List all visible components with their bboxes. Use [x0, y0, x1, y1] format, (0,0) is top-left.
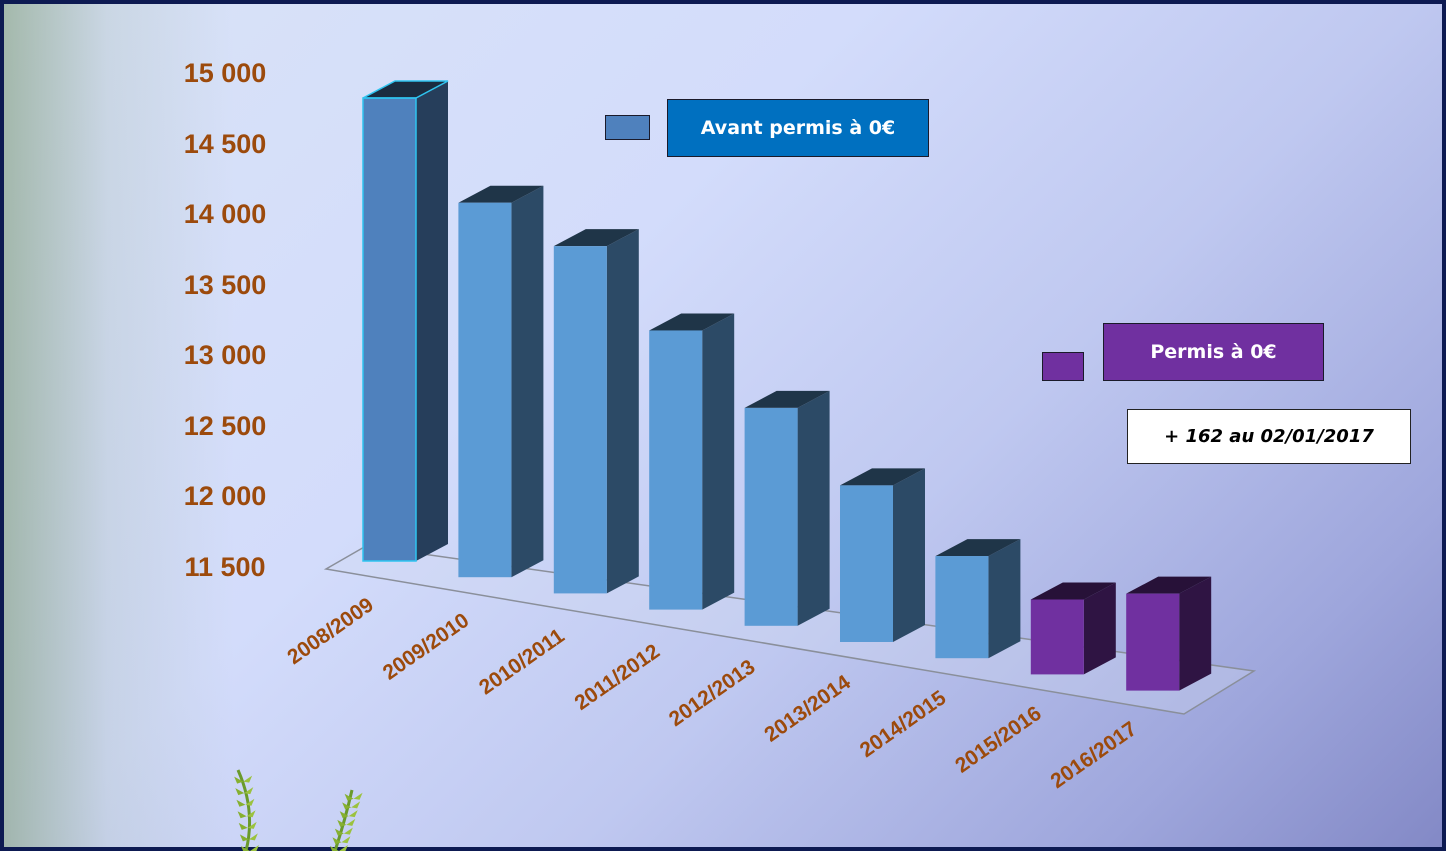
plant-sprig	[234, 769, 363, 851]
bar-2010/2011	[553, 229, 639, 594]
bar-top-face	[649, 313, 735, 331]
legend-text-before: Avant permis à 0€	[700, 117, 896, 139]
legend-swatch-after	[1042, 352, 1084, 381]
bar-2013/2014	[840, 468, 925, 642]
sprig-leaf	[247, 821, 257, 829]
sprig-leaf	[346, 818, 356, 826]
sprig-leaf	[353, 792, 363, 800]
y-tick-label: 14 500	[183, 128, 267, 159]
bar-side-face	[606, 229, 639, 594]
bar-front-face	[362, 97, 417, 562]
sprig-leaf	[348, 810, 358, 818]
legend-label-before: Avant permis à 0€	[667, 99, 929, 157]
bar-highlight-outline	[362, 80, 449, 99]
y-tick-label: 13 500	[183, 269, 267, 300]
y-tick-label: 13 000	[183, 340, 267, 371]
sprig-leaf	[351, 801, 361, 809]
bar-top-face	[840, 468, 925, 486]
sprig-leaf	[250, 845, 259, 851]
legend-swatch-before	[605, 115, 650, 140]
bar-top-face	[363, 81, 448, 98]
bar-series	[362, 80, 1212, 691]
sprig-leaf	[248, 833, 258, 841]
sprig-leaf	[337, 819, 347, 827]
sprig-leaf	[343, 827, 353, 835]
bar-front-face	[744, 407, 798, 626]
annotation-note: + 162 au 02/01/2017	[1127, 409, 1411, 464]
y-tick-label: 12 000	[183, 481, 267, 512]
sprig-leaf	[344, 793, 354, 801]
sprig-leaf	[330, 846, 339, 851]
x-tick-label: 2011/2012	[571, 640, 665, 715]
sprig-leaf	[236, 799, 246, 807]
x-tick-label: 2010/2011	[475, 624, 569, 699]
sprig-leaf	[245, 798, 255, 806]
bar-top-face	[935, 539, 1021, 557]
y-tick-label: 11 500	[184, 552, 266, 582]
sprig-leaf	[246, 810, 256, 818]
bar-2015/2016	[1030, 582, 1116, 675]
bar-2014/2015	[935, 539, 1021, 659]
sprig-leaf	[238, 822, 248, 830]
bar-2009/2010	[458, 185, 544, 578]
y-tick-label: 15 000	[183, 58, 267, 88]
sprig-leaf	[239, 834, 249, 842]
bar-side-face	[1179, 576, 1212, 691]
sprig-leaf	[241, 846, 250, 851]
sprig-leaf	[235, 788, 245, 796]
bar-top-face	[744, 390, 830, 408]
bar-front-face	[553, 246, 607, 594]
legend-text-after: Permis à 0€	[1150, 341, 1277, 363]
bar-front-face	[935, 556, 989, 659]
sprig-leaf	[243, 775, 253, 783]
x-tick-label: 2016/2017	[1047, 717, 1142, 793]
bar-2011/2012	[649, 313, 735, 610]
sprig-leaf	[339, 811, 349, 819]
x-tick-label: 2009/2010	[379, 609, 474, 685]
annotation-text: + 162 au 02/01/2017	[1164, 426, 1374, 447]
sprig-leaf	[332, 837, 342, 845]
sprig-stem	[236, 769, 252, 851]
bar-side-face	[511, 185, 544, 578]
x-tick-label: 2008/2009	[283, 593, 378, 669]
sprig-leaf	[237, 811, 247, 819]
sprig-leaf	[339, 845, 348, 851]
bar-2016/2017	[1126, 576, 1212, 691]
bar-side-face	[893, 468, 925, 642]
bar-side-face	[988, 539, 1021, 659]
bar-front-face	[458, 202, 512, 578]
sprig-leaf	[341, 836, 351, 844]
x-tick-label: 2014/2015	[856, 686, 951, 762]
x-tick-label: 2013/2014	[760, 671, 855, 747]
bar-side-face	[1083, 582, 1116, 675]
bar-front-face	[1126, 593, 1180, 691]
sprig-leaf	[342, 802, 352, 810]
bar-top-face	[1030, 582, 1116, 600]
x-tick-label: 2015/2016	[951, 702, 1046, 778]
sprig-stem	[333, 789, 354, 851]
bar-side-face	[416, 81, 448, 561]
bar-2012/2013	[744, 390, 830, 626]
bar-side-face	[702, 313, 735, 610]
sprig-leaf	[234, 776, 244, 784]
x-tick-label: 2012/2013	[665, 655, 760, 731]
bar-top-face	[553, 229, 639, 247]
bar-top-face	[458, 185, 544, 203]
y-tick-label: 12 500	[183, 410, 267, 441]
bar-side-face	[797, 390, 830, 626]
bar-front-face	[649, 330, 703, 610]
sprig-leaf	[334, 828, 344, 836]
bar-2008/2009	[362, 80, 449, 562]
y-tick-label: 14 000	[183, 199, 267, 230]
bar-front-face	[840, 485, 893, 642]
sprig-leaf	[244, 787, 254, 795]
bar-top-face	[1126, 576, 1212, 594]
bar-front-face	[1030, 599, 1084, 675]
legend-label-after: Permis à 0€	[1103, 323, 1324, 381]
